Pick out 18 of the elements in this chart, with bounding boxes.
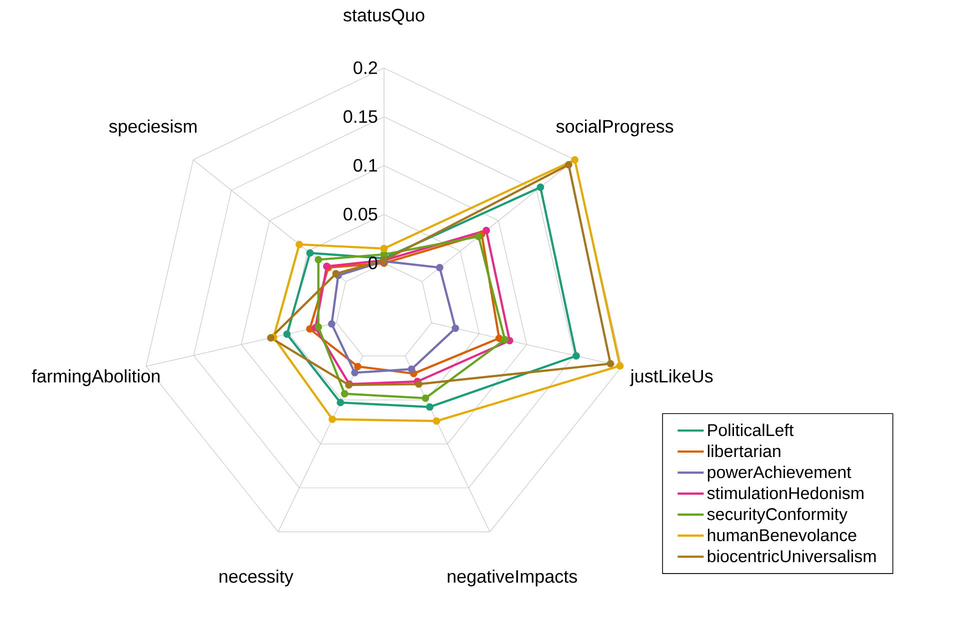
y-tick-label: 0.15: [344, 110, 378, 123]
spoke-label: justLikeUs: [630, 369, 713, 386]
legend-label: libertarian: [708, 444, 780, 458]
legend-label: powerAchievement: [708, 466, 852, 482]
spoke-label: statusQuo: [343, 8, 424, 25]
spoke-label: socialProgress: [556, 120, 674, 136]
spoke-label: speciesism: [109, 120, 196, 136]
legend-label: biocentricUniversalism: [708, 550, 876, 562]
y-tick-label: 0.2: [354, 61, 378, 74]
y-tick-label: 0.05: [344, 208, 378, 221]
legend-label: securityConformity: [707, 508, 848, 524]
spoke-label: farmingAbolition: [32, 369, 160, 386]
legend-label: humanBenevolance: [708, 528, 856, 542]
y-tick-label: 0.1: [354, 158, 378, 172]
spoke-label: negativeImpacts: [448, 570, 577, 586]
legend-label: PoliticalLeft: [708, 424, 794, 436]
legend-label: stimulationHedonism: [707, 486, 864, 500]
spoke-label: necessity: [220, 570, 294, 586]
